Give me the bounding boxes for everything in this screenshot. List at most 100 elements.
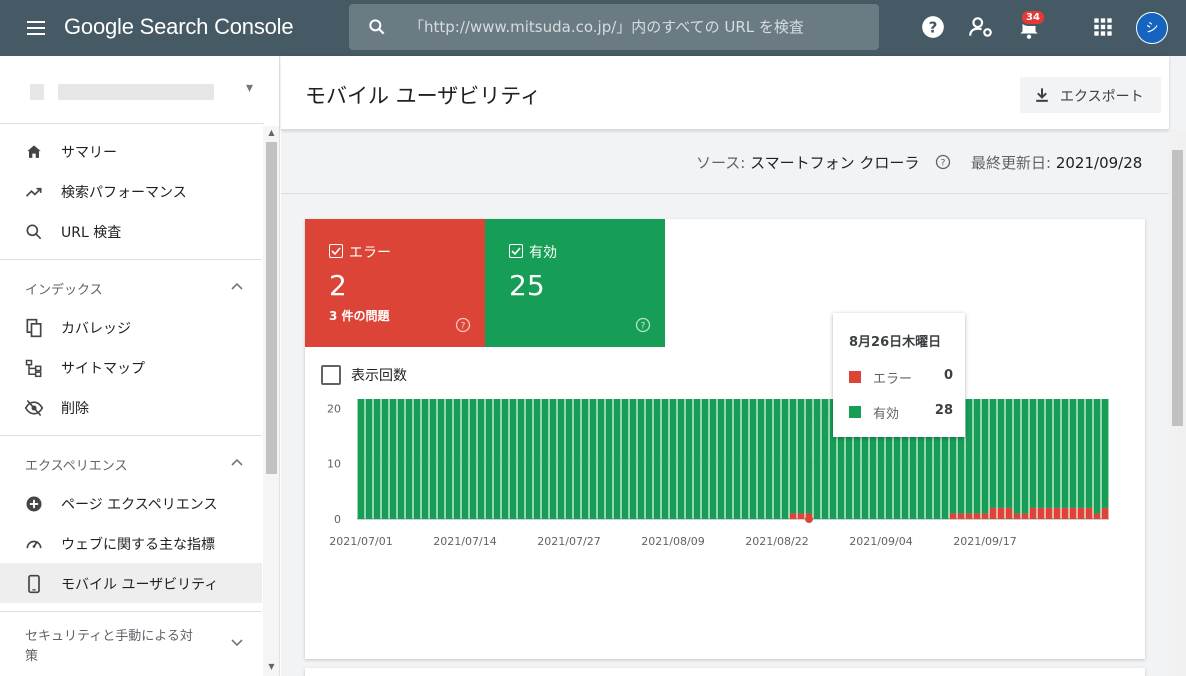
bar-valid — [533, 399, 541, 519]
section-index[interactable]: インデックス — [0, 267, 262, 307]
sidebar-item-sitemaps[interactable]: サイトマップ — [0, 347, 262, 387]
legend-swatch-valid — [849, 406, 861, 418]
bar-valid — [773, 399, 781, 519]
sidebar-item-url-inspection[interactable]: URL 検査 — [0, 211, 262, 251]
section-experience[interactable]: エクスペリエンス — [0, 443, 262, 483]
bar-valid — [621, 399, 629, 519]
apps-icon[interactable] — [1090, 14, 1116, 40]
bar-error — [973, 513, 981, 519]
scroll-down-arrow-icon[interactable]: ▼ — [268, 662, 275, 671]
bar-valid — [1037, 399, 1045, 508]
bar-valid — [1045, 399, 1053, 508]
y-tick-label: 20 — [327, 402, 341, 415]
bar-valid — [701, 399, 709, 519]
bar-valid — [1077, 399, 1085, 508]
chevron-up-icon[interactable] — [230, 455, 244, 469]
page-title: モバイル ユーザビリティ — [305, 84, 541, 108]
bar-valid — [1005, 399, 1013, 508]
bar-valid — [365, 399, 373, 519]
bar-valid — [861, 399, 869, 519]
bar-error — [1093, 513, 1101, 519]
bar-valid — [549, 399, 557, 519]
bar-valid — [917, 399, 925, 519]
bar-valid — [805, 399, 813, 514]
bar-valid — [557, 399, 565, 519]
error-tile[interactable]: エラー 2 3 件の問題 ? — [305, 219, 485, 347]
avatar[interactable]: シ — [1136, 12, 1168, 44]
bar-valid — [877, 399, 885, 519]
help-outline-icon[interactable]: ? — [635, 317, 651, 333]
bar-valid — [445, 399, 453, 519]
section-security[interactable]: セキュリティと手動による対策 — [0, 621, 262, 671]
status-chart[interactable]: ページ01020302021/07/012021/07/142021/07/27… — [305, 399, 1145, 629]
smartphone-icon — [28, 574, 40, 594]
x-tick-label: 2021/07/27 — [537, 535, 600, 548]
bar-valid — [925, 399, 933, 519]
bar-valid — [1021, 399, 1029, 514]
scroll-up-arrow-icon[interactable]: ▲ — [268, 128, 275, 137]
bar-valid — [1053, 399, 1061, 508]
sitemap-icon — [25, 359, 42, 378]
bar-valid — [813, 399, 821, 519]
last-updated-text: 最終更新日: 2021/09/28 — [971, 154, 1143, 172]
bar-valid — [517, 399, 525, 519]
menu-icon[interactable] — [24, 16, 48, 40]
bar-valid — [493, 399, 501, 519]
sidebar-scrollbar-thumb[interactable] — [266, 142, 277, 474]
manage-accounts-icon[interactable] — [968, 14, 994, 40]
visibility-off-icon — [24, 399, 44, 417]
chevron-up-icon[interactable] — [230, 279, 244, 293]
bar-valid — [957, 399, 965, 514]
main-scrollbar-thumb[interactable] — [1172, 150, 1183, 426]
svg-text:?: ? — [641, 322, 646, 332]
url-inspect-search[interactable] — [349, 4, 879, 50]
property-selector[interactable]: ▾ — [0, 56, 264, 124]
sidebar-item-summary[interactable]: サマリー — [0, 131, 262, 171]
help-icon[interactable]: ? — [920, 14, 946, 40]
x-tick-label: 2021/08/09 — [641, 535, 704, 548]
property-name-redacted — [30, 84, 44, 100]
bar-valid — [1101, 399, 1109, 508]
bar-valid — [405, 399, 413, 519]
bar-valid — [965, 399, 973, 514]
valid-tile[interactable]: 有効 25 ? — [485, 219, 665, 347]
y-tick-label: 0 — [334, 513, 341, 526]
sidebar-item-removals[interactable]: 削除 — [0, 387, 262, 427]
bar-error — [1069, 507, 1077, 519]
bar-valid — [829, 399, 837, 519]
bar-valid — [573, 399, 581, 519]
checkbox-icon[interactable] — [329, 244, 343, 258]
bar-error — [1101, 507, 1109, 519]
sidebar-item-core-web-vitals[interactable]: ウェブに関する主な指標 — [0, 523, 262, 563]
product-logo[interactable]: Google Search Console — [64, 14, 294, 39]
sidebar-item-mobile-usability[interactable]: モバイル ユーザビリティ — [0, 563, 262, 603]
search-input[interactable] — [409, 12, 869, 42]
bar-error — [1053, 507, 1061, 519]
export-button[interactable]: エクスポート — [1020, 77, 1161, 113]
bar-valid — [437, 399, 445, 519]
bar-error — [1021, 513, 1029, 519]
x-tick-label: 2021/07/14 — [433, 535, 496, 548]
bar-valid — [1069, 399, 1077, 508]
checkbox-icon[interactable] — [509, 244, 523, 258]
svg-text:?: ? — [929, 18, 938, 36]
chevron-down-icon[interactable] — [230, 635, 244, 649]
download-icon — [1036, 88, 1048, 102]
search-icon[interactable] — [367, 17, 387, 37]
sidebar-item-page-experience[interactable]: ページ エクスペリエンス — [0, 483, 262, 523]
bar-error — [1045, 507, 1053, 519]
bar-valid — [693, 399, 701, 519]
x-tick-label: 2021/08/22 — [745, 535, 808, 548]
y-tick-label: 10 — [327, 458, 341, 471]
sidebar-item-coverage[interactable]: カバレッジ — [0, 307, 262, 347]
dropdown-icon[interactable]: ▾ — [246, 80, 254, 96]
bar-valid — [941, 399, 949, 519]
help-outline-icon[interactable]: ? — [455, 317, 471, 333]
impressions-checkbox[interactable] — [321, 365, 341, 385]
bar-valid — [469, 399, 477, 519]
sidebar-item-performance[interactable]: 検索パフォーマンス — [0, 171, 262, 211]
home-icon — [27, 145, 41, 158]
help-outline-icon[interactable]: ? — [935, 154, 951, 170]
bar-valid — [1013, 399, 1021, 514]
summary-card: エラー 2 3 件の問題 ? 有効 25 ? 表示回数 ページ010203020… — [305, 219, 1145, 659]
